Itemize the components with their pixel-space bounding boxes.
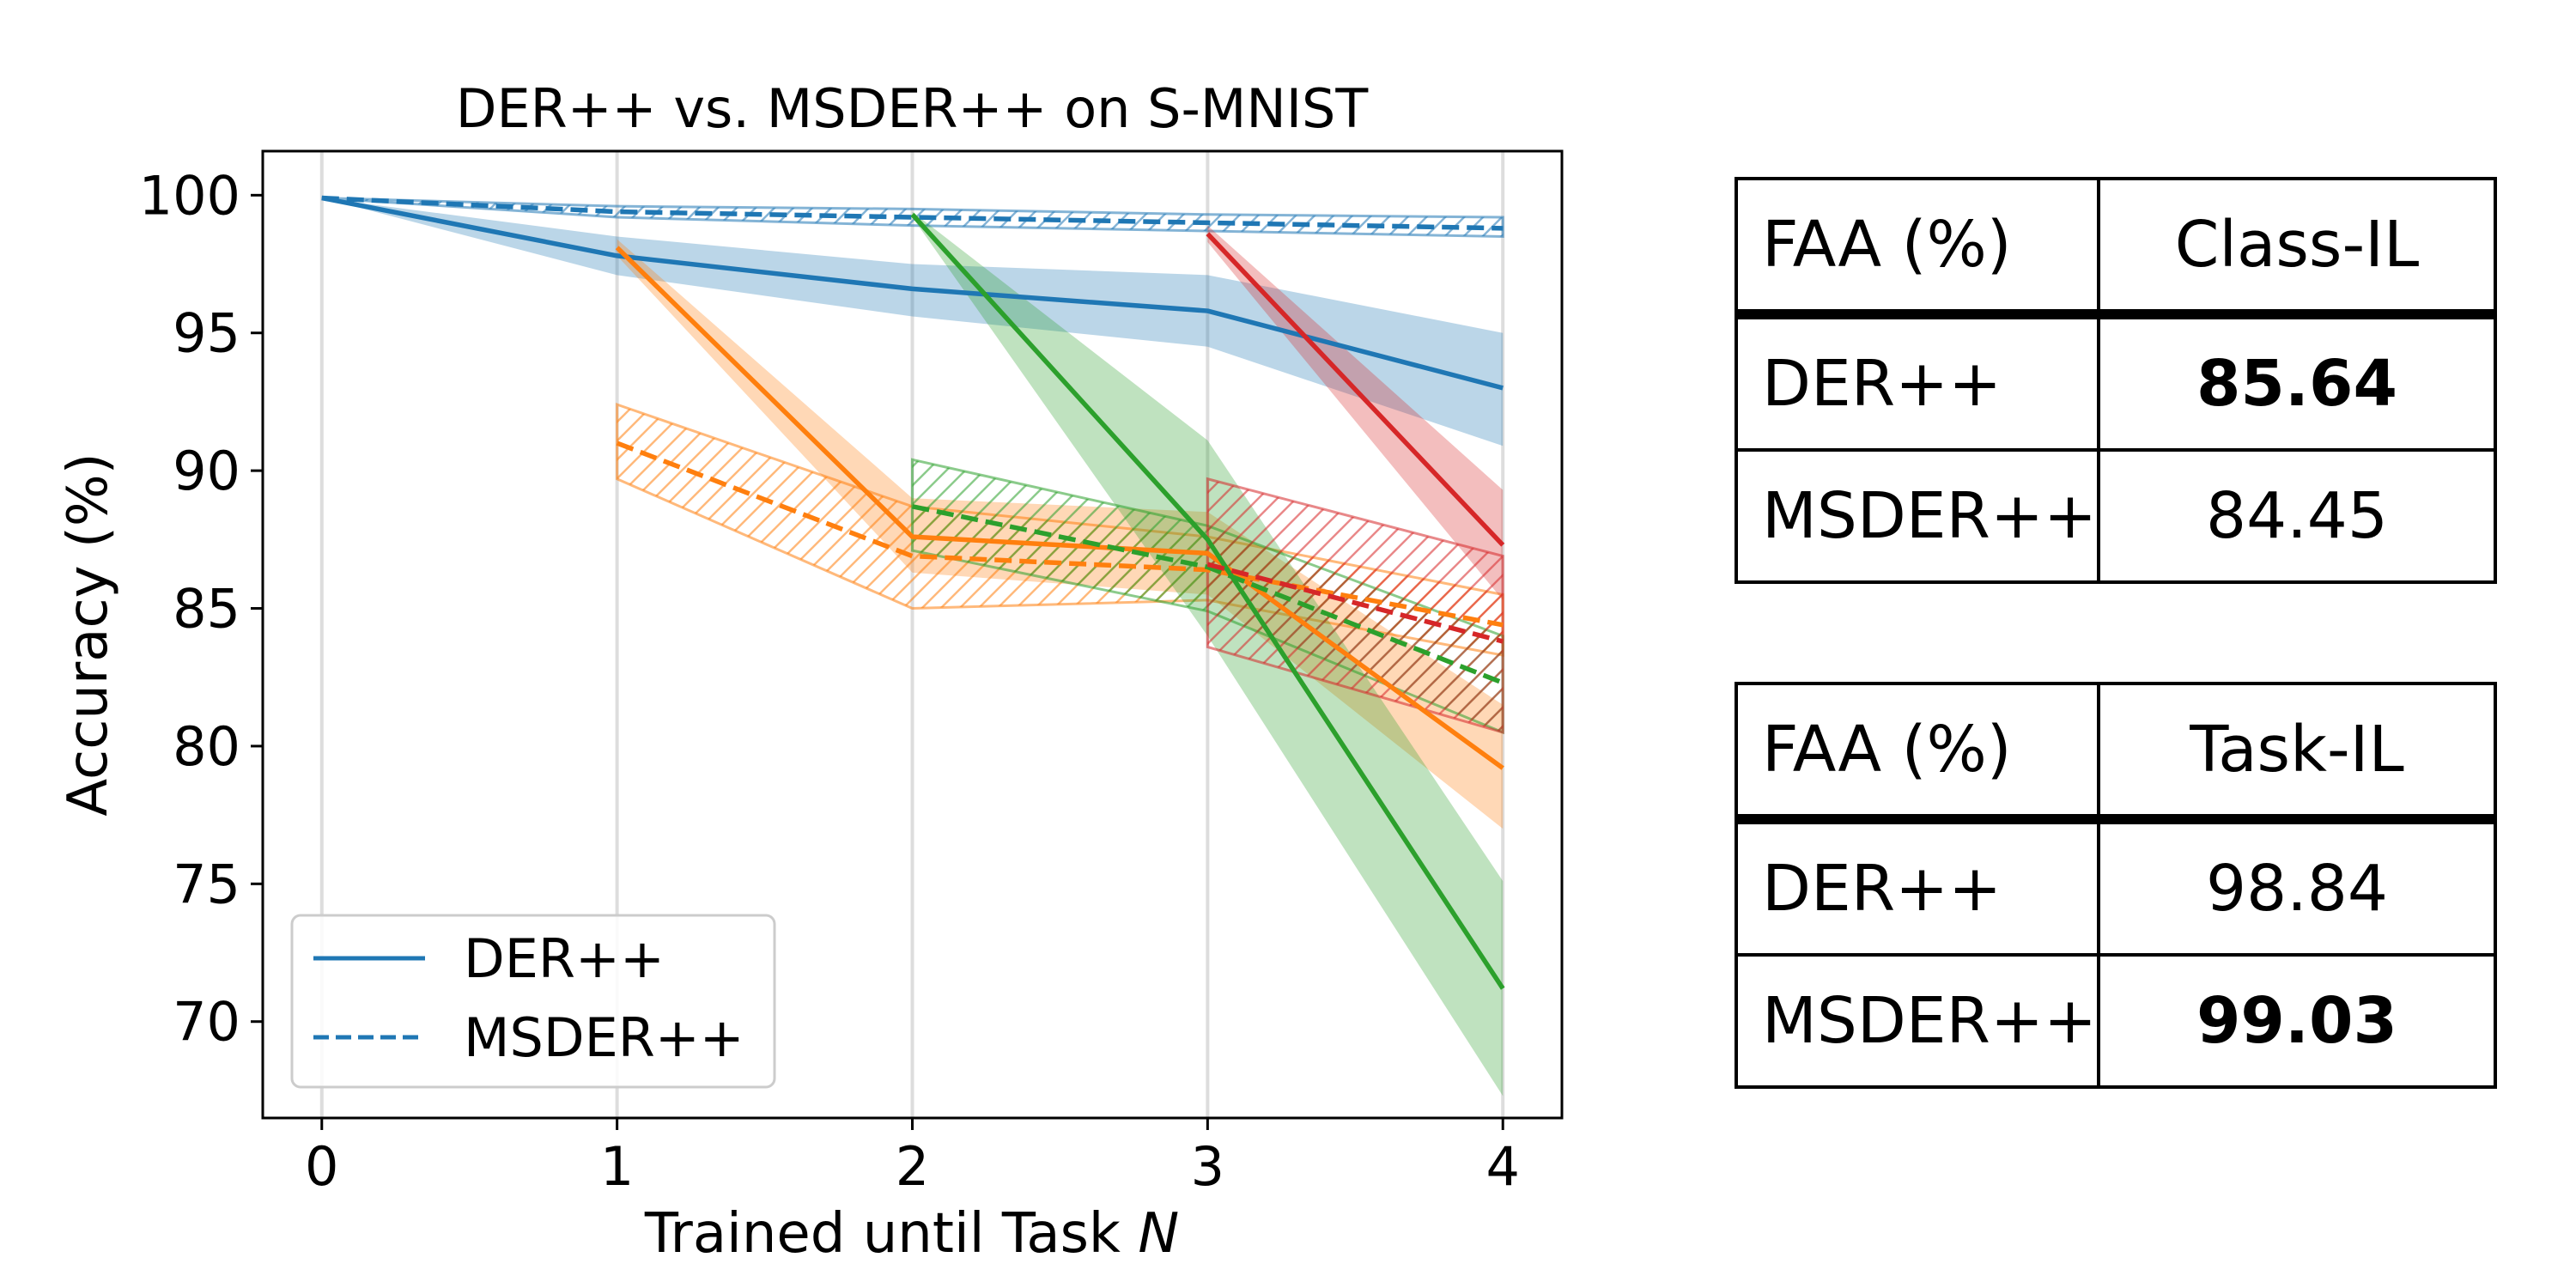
row-method-label: MSDER++ — [1735, 953, 2100, 1089]
hatched-confidence-band — [1206, 477, 1504, 734]
series-line — [911, 504, 1504, 685]
table-row: DER++ 85.64 — [1735, 313, 2497, 452]
y-tick-label: 100 — [139, 164, 240, 227]
class-il-table: FAA (%) Class-IL DER++ 85.64 MSDER++ 84.… — [1735, 177, 2497, 584]
y-axis-label: Accuracy (%) — [57, 453, 120, 816]
x-tick-label: 2 — [896, 1135, 929, 1198]
row-method-label: DER++ — [1735, 313, 2100, 452]
x-tick-label: 3 — [1191, 1135, 1224, 1198]
x-axis-label: Trained until Task N — [644, 1202, 1179, 1266]
table-row: MSDER++ 84.45 — [1735, 448, 2497, 584]
x-tick-label: 4 — [1486, 1135, 1520, 1198]
table-header-row: FAA (%) Class-IL — [1735, 177, 2497, 319]
y-tick-label: 75 — [173, 853, 240, 915]
series-line — [321, 195, 1504, 231]
header-cell-metric: FAA (%) — [1735, 177, 2100, 319]
row-method-label: DER++ — [1735, 817, 2100, 957]
series-line — [1206, 562, 1504, 644]
x-tick-label: 1 — [600, 1135, 634, 1198]
table-row: DER++ 98.84 — [1735, 817, 2497, 957]
series-line — [910, 212, 1505, 990]
row-value: 84.45 — [2096, 448, 2497, 584]
legend-label-msder: MSDER++ — [464, 1006, 744, 1069]
header-cell-metric: FAA (%) — [1735, 682, 2100, 824]
y-tick-label: 70 — [173, 991, 240, 1054]
y-tick-label: 90 — [173, 440, 240, 502]
series-line — [1206, 232, 1505, 547]
confidence-band — [321, 197, 1504, 447]
y-tick-label: 95 — [173, 302, 240, 365]
x-tick-label: 0 — [305, 1135, 338, 1198]
table-row: MSDER++ 99.03 — [1735, 953, 2497, 1089]
series-lines — [321, 195, 1505, 990]
legend-label-der: DER++ — [464, 927, 665, 990]
confidence-band — [1207, 225, 1504, 600]
series-line — [616, 440, 1504, 628]
legend: DER++ MSDER++ — [290, 914, 776, 1089]
y-tick-label: 85 — [173, 578, 240, 641]
series-line — [615, 246, 1504, 770]
task-il-table: FAA (%) Task-IL DER++ 98.84 MSDER++ 99.0… — [1735, 682, 2497, 1089]
row-value: 99.03 — [2096, 953, 2497, 1089]
x-axis-label-text: Trained until Task — [644, 1202, 1121, 1266]
row-value: 98.84 — [2096, 817, 2497, 957]
row-value: 85.64 — [2096, 313, 2497, 452]
row-method-label: MSDER++ — [1735, 448, 2100, 584]
confidence-band — [912, 211, 1504, 1097]
chart-title: DER++ vs. MSDER++ on S-MNIST — [456, 77, 1370, 140]
header-cell-setting: Class-IL — [2096, 177, 2497, 319]
header-cell-setting: Task-IL — [2096, 682, 2497, 824]
x-axis-label-variable: N — [1138, 1202, 1179, 1266]
table-header-row: FAA (%) Task-IL — [1735, 682, 2497, 824]
axis-ticks: 0 1 2 3 4 70 75 80 85 90 95 100 — [139, 164, 1520, 1198]
y-tick-label: 80 — [173, 715, 240, 778]
